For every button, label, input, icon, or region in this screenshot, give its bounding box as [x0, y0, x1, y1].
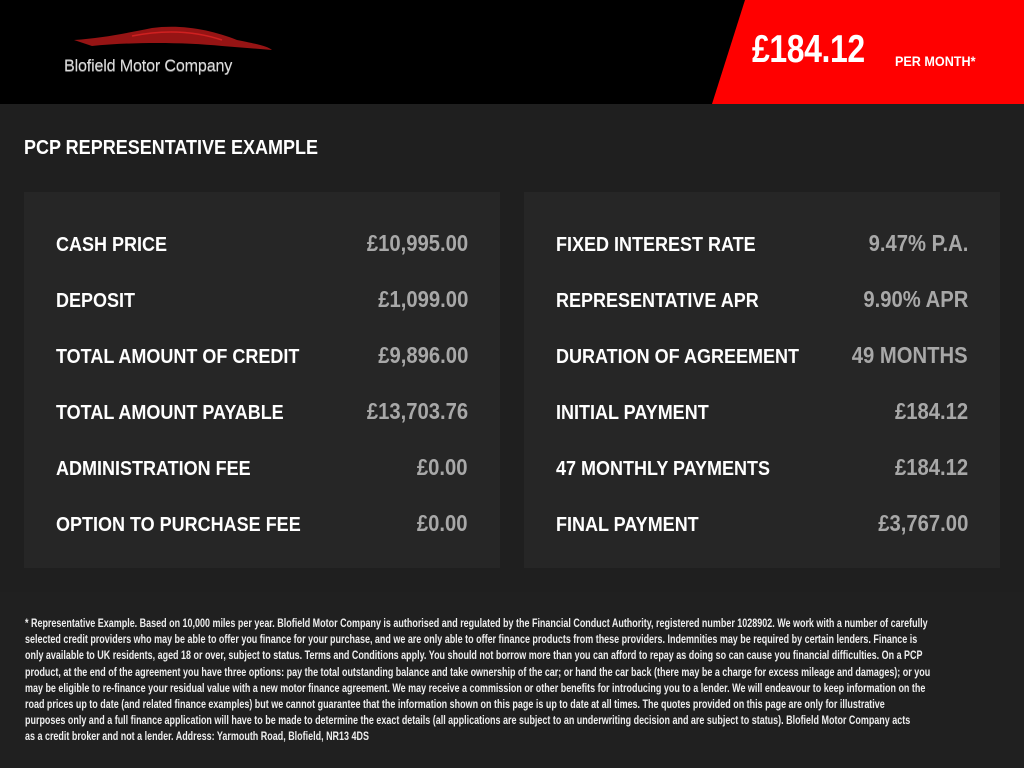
row-value: £0.00 [417, 454, 468, 480]
disclaimer-line: as a credit broker and not a lender. Add… [25, 731, 369, 744]
disclaimer-line: only available to UK residents, aged 18 … [25, 650, 923, 663]
section-title: PCP REPRESENTATIVE EXAMPLE [24, 137, 319, 159]
finance-row: TOTAL AMOUNT OF CREDIT £9,896.00 [56, 342, 468, 372]
row-value: £3,767.00 [877, 510, 968, 536]
row-value: £13,703.76 [366, 398, 468, 424]
finance-row: ADMINISTRATION FEE £0.00 [56, 454, 468, 484]
row-value: £10,995.00 [366, 230, 468, 256]
row-value: 9.47% P.A. [868, 230, 968, 256]
finance-row: 47 MONTHLY PAYMENTS £184.12 [556, 454, 968, 484]
row-value: 9.90% APR [863, 286, 968, 312]
row-value: £184.12 [894, 454, 968, 480]
finance-row: DEPOSIT £1,099.00 [56, 286, 468, 316]
disclaimer-line: product, at the end of the agreement you… [25, 666, 931, 679]
disclaimer-line: may be eligible to re-finance your resid… [25, 682, 926, 695]
row-value: 49 MONTHS [852, 342, 968, 368]
footer: * Representative Example. Based on 10,00… [0, 592, 1024, 768]
left-finance-panel: CASH PRICE £10,995.00 DEPOSIT £1,099.00 TO… [24, 192, 500, 568]
row-value: £0.00 [417, 510, 468, 536]
row-label: 47 MONTHLY PAYMENTS [556, 458, 771, 480]
row-label: TOTAL AMOUNT PAYABLE [56, 402, 284, 424]
finance-row: TOTAL AMOUNT PAYABLE £13,703.76 [56, 398, 468, 428]
finance-row: FINAL PAYMENT £3,767.00 [556, 510, 968, 540]
row-label: FINAL PAYMENT [556, 514, 699, 536]
row-label: TOTAL AMOUNT OF CREDIT [56, 346, 300, 368]
row-label: DURATION OF AGREEMENT [556, 346, 799, 368]
disclaimer-text: * Representative Example. Based on 10,00… [25, 616, 930, 746]
disclaimer-line: purposes only and a full finance applica… [25, 715, 911, 728]
per-month-label: PER MONTH* [895, 53, 976, 69]
finance-row: REPRESENTATIVE APR 9.90% APR [556, 286, 968, 316]
row-label: REPRESENTATIVE APR [556, 290, 759, 312]
finance-row: DURATION OF AGREEMENT 49 MONTHS [556, 342, 968, 372]
row-label: FIXED INTEREST RATE [556, 234, 756, 256]
logo-text: Blofield Motor Company [64, 56, 233, 75]
row-label: ADMINISTRATION FEE [56, 458, 251, 480]
finance-row: INITIAL PAYMENT £184.12 [556, 398, 968, 428]
price-banner [712, 0, 1024, 104]
car-silhouette-icon [74, 26, 272, 50]
row-label: CASH PRICE [56, 234, 168, 256]
row-value: £9,896.00 [377, 342, 468, 368]
finance-row: CASH PRICE £10,995.00 [56, 230, 468, 260]
monthly-price: £184.12 [752, 28, 865, 71]
header: Blofield Motor Company £184.12 PER MONTH… [0, 0, 1024, 104]
disclaimer-line: selected credit providers who may be abl… [25, 634, 918, 647]
row-label: INITIAL PAYMENT [556, 402, 709, 424]
right-finance-panel: FIXED INTEREST RATE 9.47% P.A. REPRESENTA… [524, 192, 1000, 568]
company-logo[interactable]: Blofield Motor Company [64, 26, 284, 82]
finance-row: FIXED INTEREST RATE 9.47% P.A. [556, 230, 968, 260]
disclaimer-line: road prices up to date (and related fina… [25, 699, 885, 712]
disclaimer-line: * Representative Example. Based on 10,00… [25, 618, 928, 630]
row-value: £1,099.00 [377, 286, 468, 312]
row-label: DEPOSIT [56, 290, 136, 312]
row-value: £184.12 [894, 398, 968, 424]
finance-row: OPTION TO PURCHASE FEE £0.00 [56, 510, 468, 540]
row-label: OPTION TO PURCHASE FEE [56, 514, 301, 536]
